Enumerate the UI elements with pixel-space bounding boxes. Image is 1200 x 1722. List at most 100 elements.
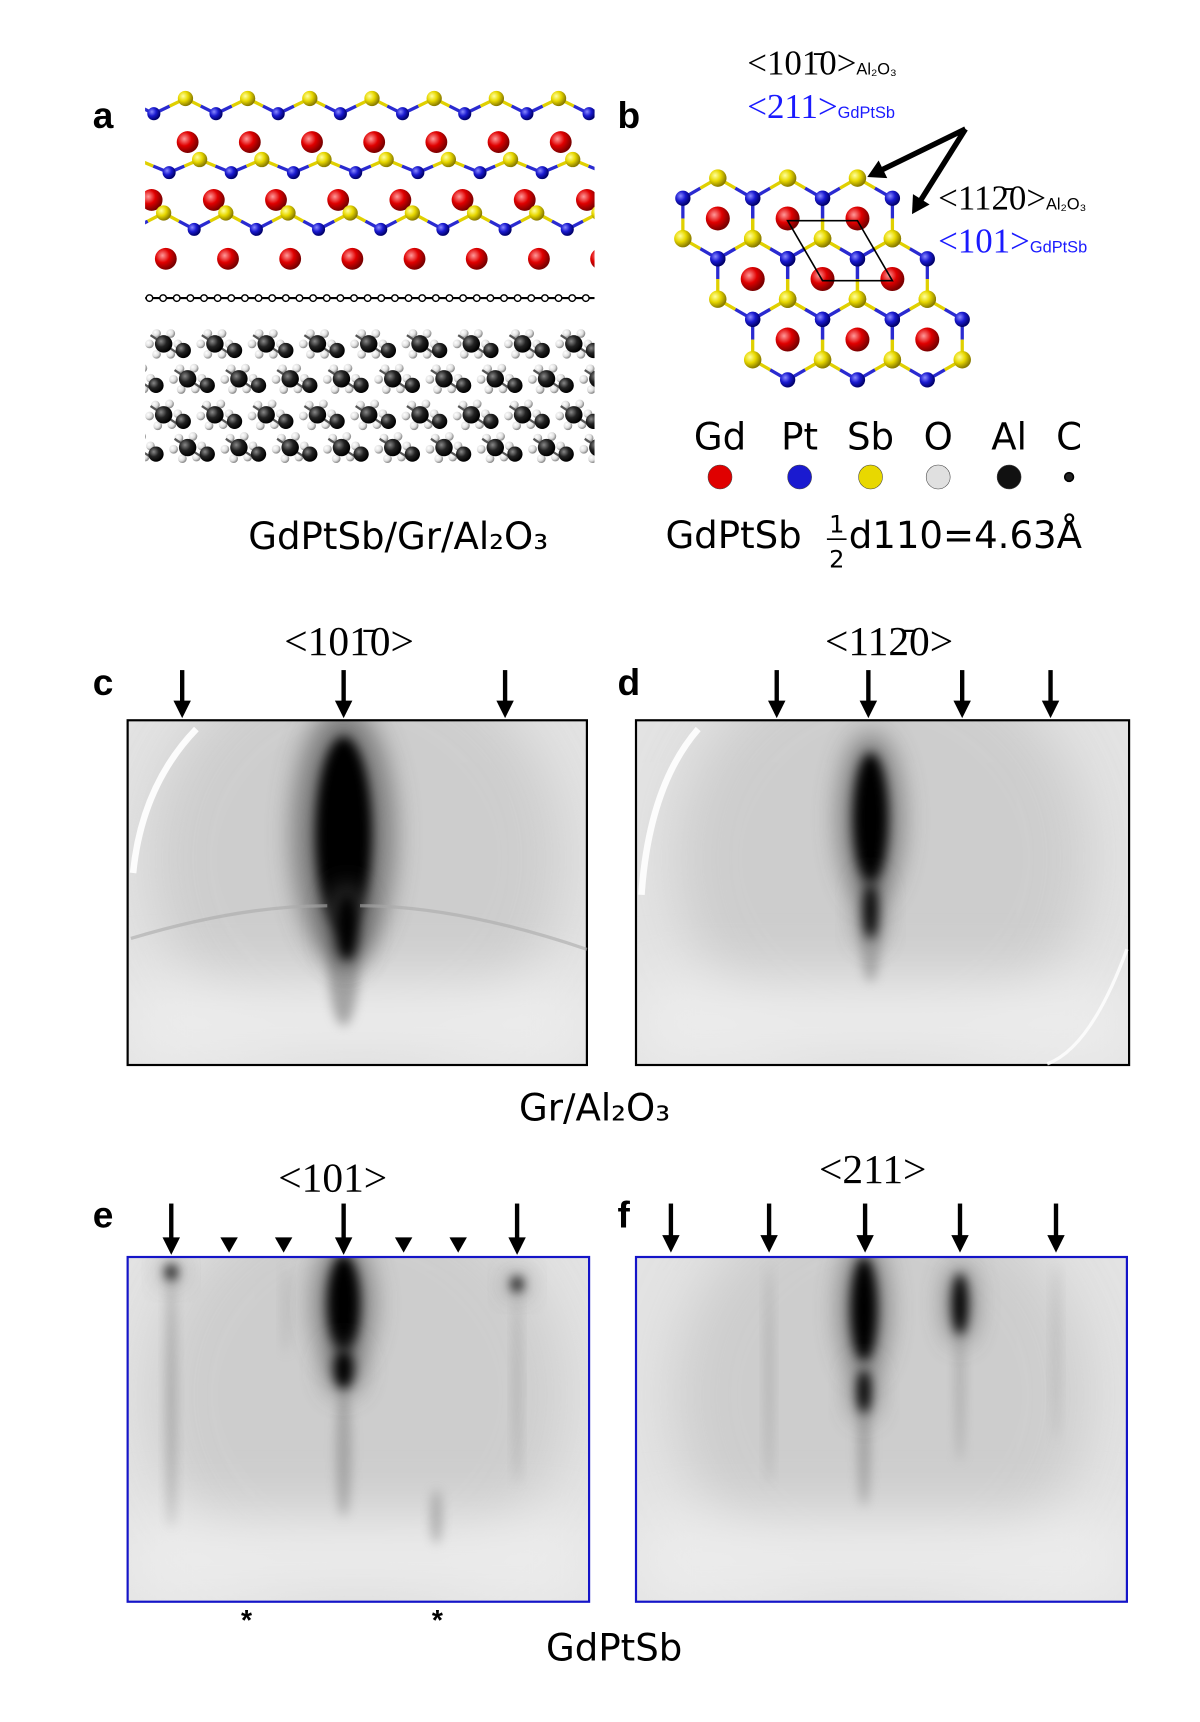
atom [156, 205, 172, 221]
o-atom [330, 385, 340, 394]
o-atom [229, 454, 238, 464]
atom [426, 90, 442, 107]
graphene-atom [390, 294, 399, 303]
spot [864, 883, 878, 939]
atom [250, 377, 267, 393]
atom [316, 151, 332, 168]
legend-label: Al [991, 416, 1027, 459]
atom [154, 247, 177, 270]
triangle [449, 1237, 467, 1253]
direction-label: <112̄0>Al₂O₃ [938, 179, 1086, 218]
panel-title: <101> [278, 1155, 387, 1201]
atom [918, 290, 936, 308]
o-atom [271, 375, 281, 384]
o-atom [638, 385, 647, 394]
bond [584, 437, 595, 447]
o-atom [408, 349, 418, 359]
atom [154, 335, 173, 353]
o-atom [524, 399, 533, 409]
atom [653, 205, 668, 220]
atom [199, 446, 215, 462]
atom [312, 222, 326, 236]
atom [192, 151, 208, 168]
o-atom [322, 375, 332, 384]
marker: * [432, 1605, 444, 1637]
atom [598, 166, 611, 179]
bond [99, 406, 125, 423]
arc [1046, 948, 1129, 1066]
atom [116, 91, 131, 106]
atom [404, 205, 420, 221]
bond [651, 166, 667, 173]
panel-title: <211> [819, 1146, 926, 1192]
o-atom [562, 329, 572, 338]
atom [411, 335, 429, 353]
spot [952, 1273, 968, 1335]
fade [127, 978, 587, 1065]
image-frame [634, 719, 1131, 1067]
bond [582, 213, 595, 223]
graphene-atom [213, 294, 222, 303]
rheed-image [127, 720, 587, 1065]
o-atom [476, 444, 486, 454]
o-atom [267, 399, 277, 409]
o-atom [651, 364, 660, 373]
direction-sub: GdPtSb [1030, 238, 1087, 256]
drawing: Gd Pt Sb O Al C [79, 90, 1131, 1603]
atom [279, 247, 302, 270]
atom [341, 247, 364, 270]
atom [148, 446, 164, 462]
atom [462, 335, 480, 353]
o-atom [484, 385, 494, 394]
atom [560, 222, 574, 236]
atom [507, 446, 523, 462]
atom [589, 439, 595, 456]
atom [640, 370, 657, 387]
o-atom [653, 453, 662, 462]
atom [249, 222, 263, 236]
atom [425, 131, 448, 153]
atom [549, 131, 572, 153]
arrow-head [173, 700, 191, 719]
o-atom [433, 385, 442, 394]
arrow-head [859, 700, 878, 719]
o-atom [331, 454, 341, 464]
atom [265, 189, 287, 211]
o-atom [306, 349, 315, 359]
atom [954, 311, 970, 327]
o-atom [169, 375, 178, 384]
o-atom [357, 329, 366, 338]
o-atom [203, 329, 213, 338]
atom [440, 151, 456, 168]
atom [93, 248, 115, 270]
o-atom [145, 339, 154, 349]
streak [765, 1265, 773, 1484]
o-atom [555, 411, 565, 421]
arrow-head [334, 1237, 353, 1255]
o-atom [562, 349, 572, 359]
o-atom [497, 363, 507, 373]
panel-label: f [617, 1194, 630, 1236]
o-atom [607, 412, 616, 421]
atom [710, 251, 726, 267]
atom [199, 377, 215, 393]
graphene-atom [513, 294, 522, 303]
o-atom [145, 411, 154, 421]
o-atom [459, 349, 469, 359]
fade [636, 978, 1130, 1065]
atom [458, 107, 472, 121]
bond [698, 106, 713, 114]
o-atom [381, 385, 391, 394]
bond [629, 221, 645, 229]
graphene-atom [281, 294, 290, 303]
o-atom [401, 339, 411, 349]
atom [675, 190, 691, 206]
atom [79, 189, 101, 211]
atom [206, 335, 224, 353]
o-atom [601, 385, 610, 394]
o-atom [350, 411, 359, 421]
o-atom [628, 350, 637, 359]
arrow-head [334, 700, 353, 719]
atom [154, 406, 173, 424]
atom [849, 251, 866, 267]
